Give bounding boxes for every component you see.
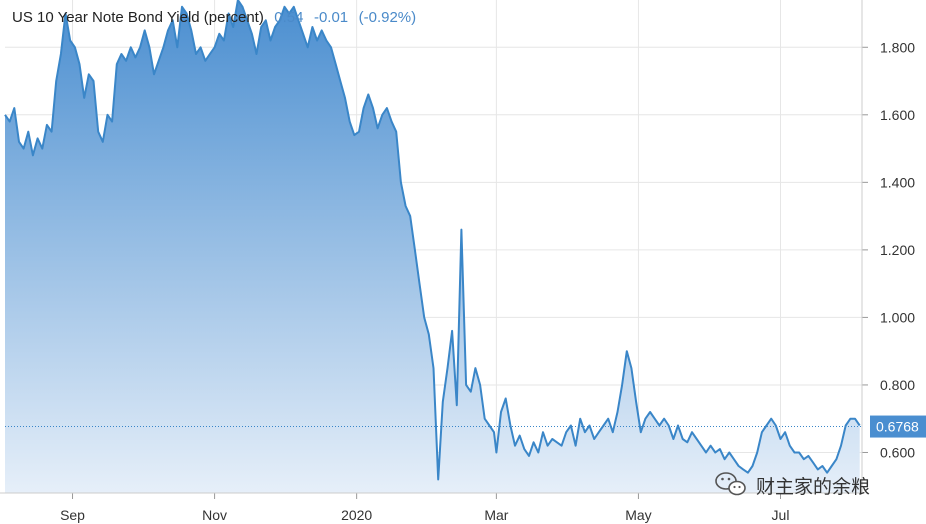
y-tick-label: 1.600 — [880, 107, 915, 123]
last-value: 0.54 — [274, 9, 303, 26]
watermark-text: 财主家的余粮 — [756, 476, 870, 498]
series-area — [5, 0, 860, 493]
x-tick-label: Nov — [202, 507, 227, 523]
y-tick-label: 1.000 — [880, 309, 915, 325]
x-tick-label: May — [625, 507, 651, 523]
x-tick-label: Mar — [484, 507, 508, 523]
y-tick-label: 0.600 — [880, 444, 915, 460]
series-line — [4, 0, 861, 481]
y-tick-label: 1.800 — [880, 39, 915, 55]
x-tick-label: Sep — [60, 507, 85, 523]
current-price-badge — [870, 415, 926, 438]
axes — [0, 0, 868, 499]
x-tick-label: Jul — [772, 507, 790, 523]
current-price-label: 0.6768 — [876, 419, 919, 435]
change-percent: (-0.92%) — [359, 9, 417, 26]
wechat-icon — [715, 472, 746, 496]
y-tick-label: 0.800 — [880, 377, 915, 393]
y-tick-label: 1.200 — [880, 242, 915, 258]
y-tick-label: 1.400 — [880, 174, 915, 190]
watermark: 财主家的余粮 — [715, 472, 870, 498]
labels: 0.600 0.800 1.000 1.200 1.400 1.600 1.800 Sep No… — [60, 39, 926, 523]
chart-title-text: US 10 Year Note Bond Yield (percent) — [12, 9, 264, 26]
chart-title: US 10 Year Note Bond Yield (percent) 0.5… — [12, 9, 416, 26]
change-value: -0.01 — [314, 9, 348, 26]
area-series — [4, 0, 861, 493]
x-tick-label: 2020 — [341, 507, 372, 523]
